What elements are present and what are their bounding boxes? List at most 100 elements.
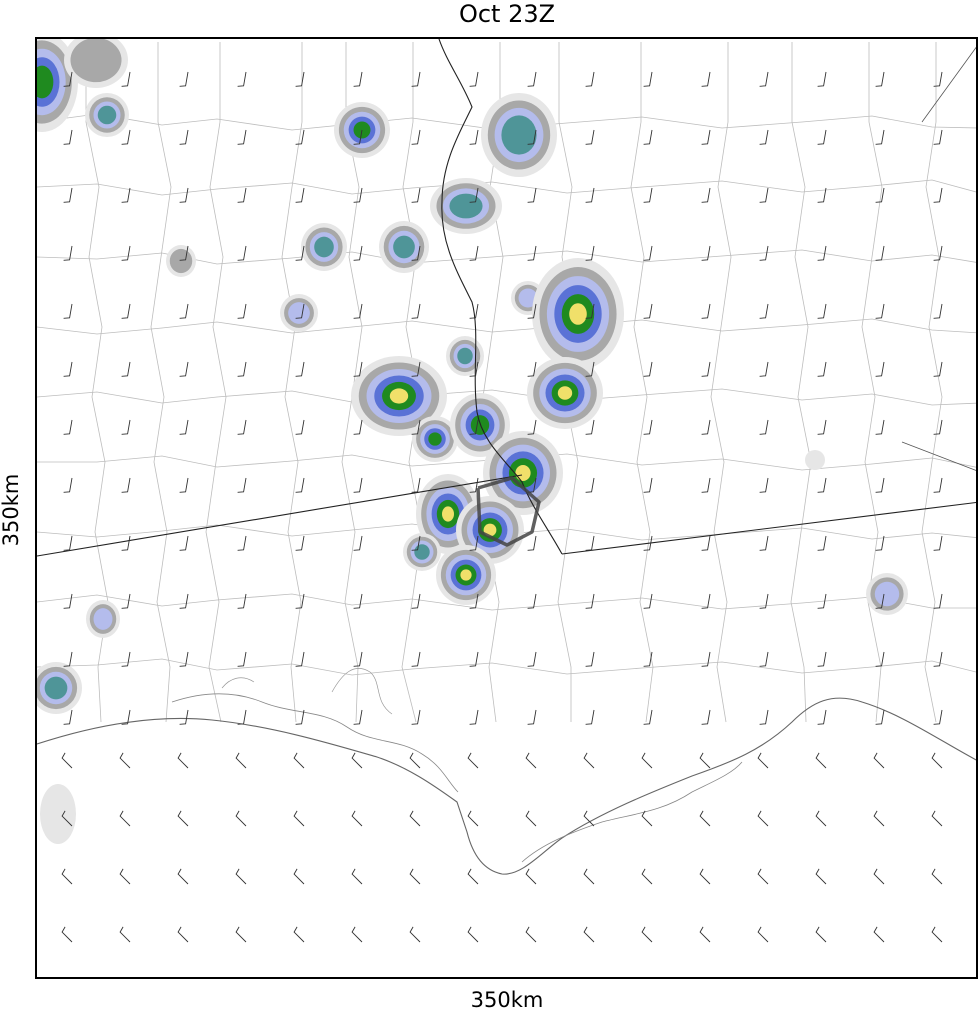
wind-barb [643,71,653,87]
wind-barb [873,810,885,827]
wind-barb [759,709,769,725]
wind-barb [817,187,827,203]
wind-barb [63,129,73,145]
wind-barb [817,129,827,145]
county-line [37,593,976,611]
wind-barb [643,245,653,261]
wind-barb [643,709,653,725]
wind-barb [875,535,885,551]
wind-barb [701,129,711,145]
wind-barb [467,752,479,769]
wind-barb [121,709,131,725]
wind-barb [121,361,131,377]
wind-barb [759,303,769,319]
wind-barb [177,868,189,885]
wind-barb [469,303,479,319]
wind-barb [873,868,885,885]
wind-barb [757,926,769,943]
wind-barb [179,593,189,609]
cell-contour [569,303,587,325]
wind-barb [63,71,73,87]
wind-barb [237,303,247,319]
wind-barb [353,535,363,551]
wind-barb [351,752,363,769]
wind-barb [701,419,711,435]
wind-barb [583,810,595,827]
wind-barb [585,419,595,435]
wind-barb [469,419,479,435]
wind-barb [61,752,73,769]
wind-barb [875,245,885,261]
county-line [790,42,812,723]
storm-cell [446,336,484,376]
wind-barb [411,129,421,145]
wind-barb [63,361,73,377]
wind-barb [641,868,653,885]
wind-barb [353,361,363,377]
wind-barb [237,419,247,435]
wind-barb [931,868,943,885]
wind-barb [411,187,421,203]
storm-cell [86,600,120,638]
wind-barb [295,187,305,203]
coastline [37,668,976,875]
wind-barb [121,187,131,203]
storm-cell [527,357,603,429]
wind-barb [817,535,827,551]
wind-barb [351,926,363,943]
wind-barb [931,810,943,827]
wind-barb [119,868,131,885]
wind-barb [585,187,595,203]
county-line [37,179,976,196]
wind-barb [873,752,885,769]
wind-barb [411,303,421,319]
county-line [710,42,732,723]
cell-contour [414,544,430,560]
wind-barb [641,752,653,769]
wind-barb [585,477,595,493]
track-polygon [476,476,541,547]
wind-barb [119,752,131,769]
wind-barb [527,419,537,435]
wind-barb [933,71,943,87]
cell-contour [93,608,113,630]
wind-barb [179,129,189,145]
storm-cell [805,450,825,470]
wind-barb [179,187,189,203]
wind-barb [469,129,479,145]
wind-barb [757,752,769,769]
wind-barb [293,810,305,827]
wind-barb [701,709,711,725]
wind-barb [179,245,189,261]
wind-barb [585,361,595,377]
cell-contour [449,193,483,219]
wind-barb [875,651,885,667]
wind-barb [525,810,537,827]
wind-barb [63,303,73,319]
storm-cell [85,93,129,137]
wind-barb [469,361,479,377]
county-line [150,42,172,723]
county-line [37,318,976,335]
wind-barb [353,303,363,319]
wind-barb [121,71,131,87]
wind-barb [295,245,305,261]
wind-barb [583,752,595,769]
wind-barb [641,926,653,943]
cell-contour [501,115,537,155]
cell-contour [428,432,442,446]
state-line-east [901,46,976,471]
wind-barb [295,361,305,377]
wind-barb [235,752,247,769]
wind-barb [293,926,305,943]
wind-barb [527,303,537,319]
wind-barb [817,593,827,609]
wind-barb [61,868,73,885]
wind-barb [295,593,305,609]
wind-barb [411,71,421,87]
wind-barb [585,303,595,319]
county-line [37,658,976,676]
storm-cell [483,431,563,515]
wind-barb [353,187,363,203]
x-axis-label: 350km [470,988,544,1012]
